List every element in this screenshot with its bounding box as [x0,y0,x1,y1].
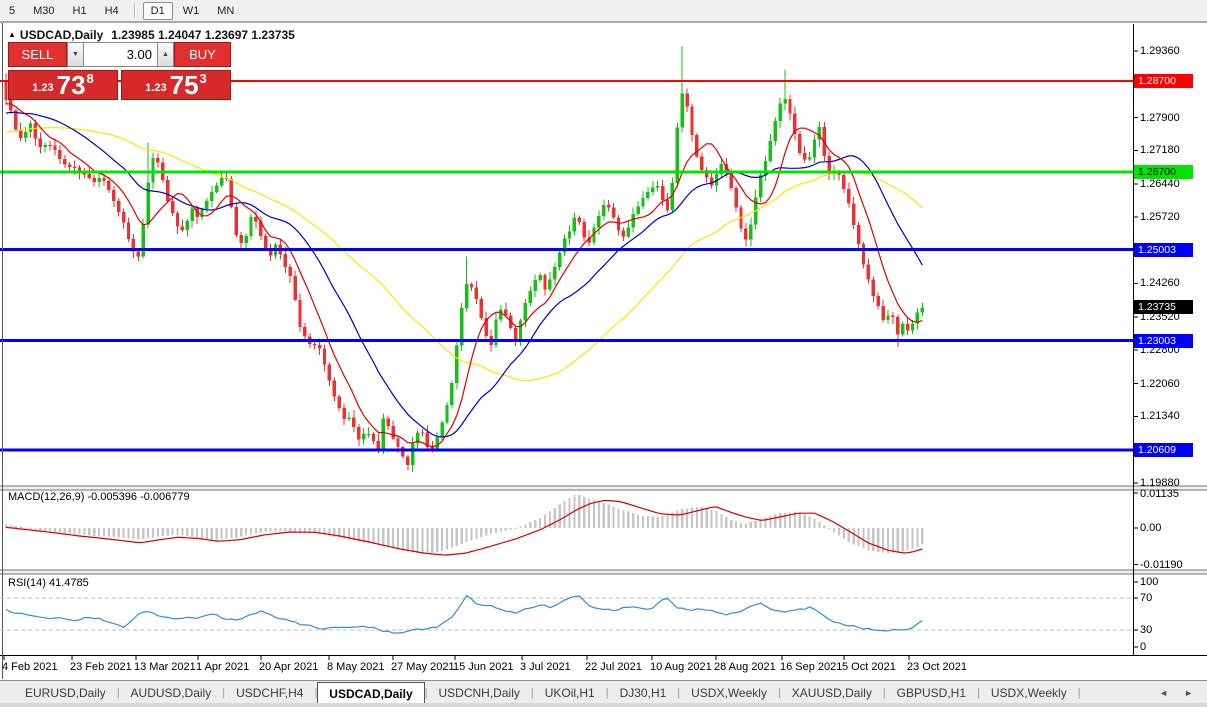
level-price-badge: 1.20609 [1134,442,1193,457]
rsi-indicator-label: RSI(14) 41.4785 [8,577,89,589]
tab-separator: | [530,686,534,699]
chart-tab-audusd-daily[interactable]: AUDUSD,Daily [130,685,212,700]
buy-button[interactable]: BUY [174,42,231,67]
date-tick-label: 23 Feb 2021 [70,661,132,673]
volume-increase-button[interactable]: ▲ [157,42,174,67]
level-price-badge: 1.23003 [1134,333,1193,348]
date-tick-label: 22 Jul 2021 [585,661,642,673]
current-price-badge: 1.23735 [1134,300,1193,315]
bottom-edge-strip [0,703,1207,707]
level-price-badge: 1.28700 [1134,74,1193,89]
price-tick-label: 1.19880 [1140,477,1180,489]
buy-price-big: 75 [169,70,199,100]
tab-scroll-left-button[interactable]: ◄ [1159,687,1169,698]
macd-axis-label: 0.01135 [1140,488,1179,500]
price-tick-label: 1.24260 [1140,277,1180,290]
sell-price-sup: 8 [86,71,94,86]
tab-scroll-right-button[interactable]: ► [1184,687,1193,698]
macd-indicator-label: MACD(12,26,9) -0.005396 -0.006779 [8,491,190,503]
date-tick-label: 20 Apr 2021 [259,661,319,673]
price-tick-label: 1.29360 [1140,45,1180,57]
chart-tab-usdx-weekly[interactable]: USDX,Weekly [990,685,1067,700]
chart-tab-ukoil-h1[interactable]: UKOil,H1 [544,685,595,700]
timeframe-button-5[interactable]: 5 [9,4,16,17]
chart-tab-bar: EURUSD,Daily | AUDUSD,Daily | USDCHF,H4 | USDC… [0,680,1207,704]
price-tick-label: 1.26440 [1140,178,1180,191]
chart-ohlc-values: 1.23985 1.24047 1.23697 1.23735 [111,28,295,42]
buy-price-prefix: 1.23 [145,82,167,94]
macd-axis-label: 0.00 [1140,522,1162,534]
volume-input[interactable]: 3.00 [84,42,157,67]
rsi-axis-label: 100 [1140,576,1159,588]
level-price-badge: 1.25003 [1134,242,1193,257]
chart-tab-usdchf-h4[interactable]: USDCHF,H4 [236,685,304,700]
timeframe-button-H1[interactable]: H1 [72,4,87,17]
date-tick-label: 5 Oct 2021 [842,661,896,673]
sell-price-prefix: 1.23 [32,82,54,94]
price-tick-label: 1.22060 [1140,377,1180,390]
tab-separator: | [777,686,781,699]
chart-tab-eurusd-daily[interactable]: EURUSD,Daily [25,685,106,700]
tab-separator: | [882,686,886,699]
sell-button[interactable]: SELL [8,42,67,67]
macd-axis-label: -0.01190 [1140,558,1183,571]
timeframe-toolbar: 5 M30 H1 H4 D1 W1 MN [0,0,1207,23]
date-tick-label: 1 Apr 2021 [196,661,250,673]
date-tick-label: 8 May 2021 [327,661,385,673]
rsi-axis-label: 0 [1140,641,1147,653]
toolbar-separator [133,3,136,18]
timeframe-button-D1[interactable]: D1 [142,1,173,20]
chart-tab-usdx-weekly[interactable]: USDX,Weekly [691,685,767,700]
level-price-badge: 1.26700 [1134,165,1193,180]
tab-separator: | [424,686,428,699]
date-tick-label: 23 Oct 2021 [907,661,967,673]
tab-separator: | [1077,686,1081,699]
date-tick-label: 27 May 2021 [391,661,455,673]
one-click-trading-panel: SELL ▼ 3.00 ▲ BUY 1.23 73 8 1.23 75 3 [8,42,231,100]
price-tick-label: 1.21340 [1140,410,1180,423]
tab-separator: | [116,686,120,699]
buy-price-display[interactable]: 1.23 75 3 [121,70,231,100]
timeframe-button-H4[interactable]: H4 [104,4,119,17]
chart-symbol-label: USDCAD,Daily [19,28,104,42]
timeframe-button-M30[interactable]: M30 [33,4,55,17]
chart-title: ▲ USDCAD,Daily 1.23985 1.24047 1.23697 1.2… [8,28,295,42]
date-tick-label: 15 Jun 2021 [453,661,514,673]
price-tick-label: 1.25720 [1140,210,1180,223]
date-tick-label: 10 Aug 2021 [650,661,712,673]
date-tick-label: 28 Aug 2021 [714,661,776,673]
expand-arrow-icon[interactable]: ▲ [8,30,16,39]
date-tick-label: 13 Mar 2021 [134,661,196,673]
sell-price-big: 73 [56,70,86,100]
sell-price-display[interactable]: 1.23 73 8 [8,70,118,100]
price-tick-label: 1.27180 [1140,144,1180,157]
chart-tab-xauusd-daily[interactable]: XAUUSD,Daily [791,685,872,700]
buy-price-sup: 3 [199,71,207,86]
volume-decrease-button[interactable]: ▼ [67,42,84,67]
price-tick-label: 1.27900 [1140,111,1180,124]
tab-separator: | [977,686,980,699]
tab-separator: | [605,686,609,699]
date-tick-label: 16 Sep 2021 [780,661,843,673]
rsi-axis-label: 70 [1140,592,1153,604]
tab-separator: | [677,686,681,699]
timeframe-button-W1[interactable]: W1 [182,4,200,17]
chart-tab-usdcnh-daily[interactable]: USDCNH,Daily [438,685,520,700]
chart-tab-usdcad-daily[interactable]: USDCAD,Daily [317,682,425,704]
date-tick-label: 3 Jul 2021 [520,661,571,673]
rsi-axis-label: 30 [1140,624,1153,636]
chart-tab-dj30-h1[interactable]: DJ30,H1 [619,685,667,700]
date-tick-label: 4 Feb 2021 [2,661,58,673]
timeframe-button-MN[interactable]: MN [217,4,235,17]
chart-tab-gbpusd-h1[interactable]: GBPUSD,H1 [896,685,967,700]
tab-separator: | [222,686,226,699]
tab-separator: | [314,686,318,699]
